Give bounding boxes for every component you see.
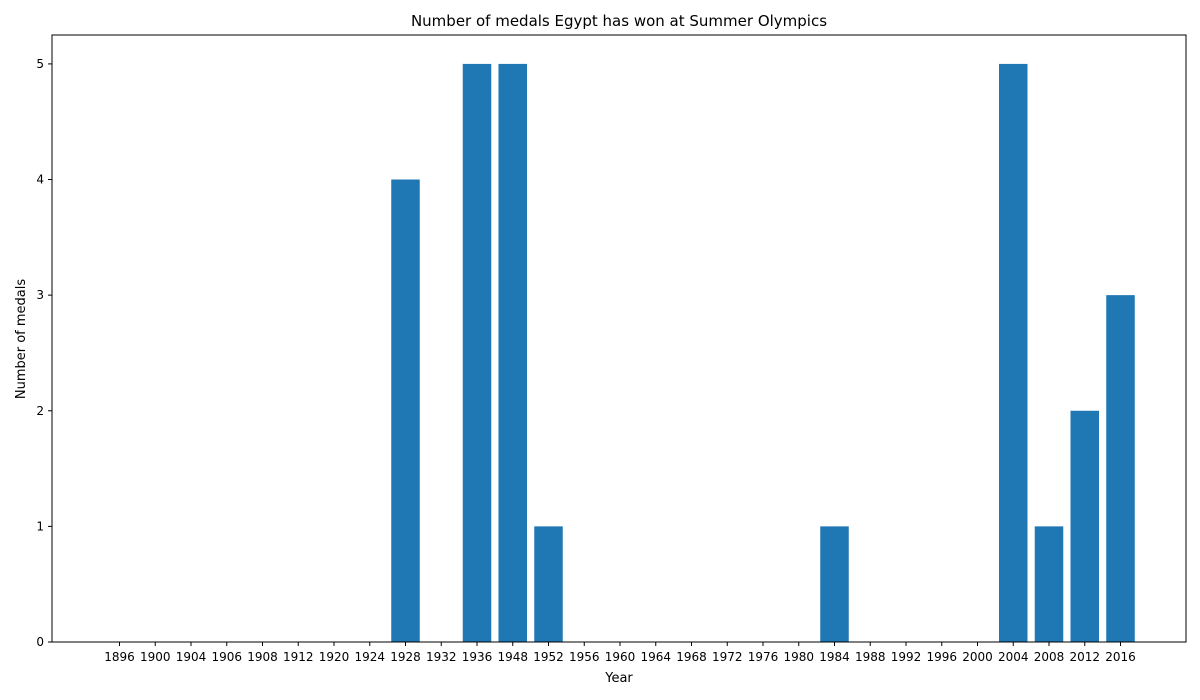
x-tick-label-1992: 1992 xyxy=(891,650,922,664)
y-tick-label-3: 3 xyxy=(36,288,44,302)
x-tick-label-1908: 1908 xyxy=(247,650,278,664)
x-tick-label-2012: 2012 xyxy=(1069,650,1100,664)
x-tick-label-2004: 2004 xyxy=(998,650,1029,664)
x-tick-label-1980: 1980 xyxy=(783,650,814,664)
x-tick-label-1928: 1928 xyxy=(390,650,421,664)
x-axis-label: Year xyxy=(604,671,633,686)
plot-frame xyxy=(51,34,1187,643)
x-tick-label-1904: 1904 xyxy=(176,650,207,664)
bar-1936 xyxy=(462,63,492,642)
bar-2016 xyxy=(1106,295,1135,642)
bar-1928 xyxy=(391,179,420,642)
x-axis: 1896 1900 1904 1906 1908 1912 1920 1924 1928 1932… xyxy=(104,642,1136,664)
x-tick-label-1906: 1906 xyxy=(211,650,242,664)
x-tick-label-1920: 1920 xyxy=(319,650,350,664)
y-tick-label-1: 1 xyxy=(36,519,44,533)
x-tick-label-2000: 2000 xyxy=(962,650,993,664)
x-tick-label-1948: 1948 xyxy=(497,650,528,664)
y-axis: 0 1 2 3 4 5 xyxy=(36,57,52,649)
y-tick-label-2: 2 xyxy=(36,404,44,418)
bar-2012 xyxy=(1070,410,1099,642)
bar-2008 xyxy=(1034,526,1064,642)
chart-title: Number of medals Egypt has won at Summer… xyxy=(411,12,827,30)
x-tick-label-1976: 1976 xyxy=(748,650,779,664)
bar-1952 xyxy=(534,526,563,642)
x-tick-label-1964: 1964 xyxy=(640,650,671,664)
x-tick-label-1896: 1896 xyxy=(104,650,135,664)
x-tick-label-1960: 1960 xyxy=(605,650,636,664)
x-tick-label-1952: 1952 xyxy=(533,650,564,664)
x-tick-label-1932: 1932 xyxy=(426,650,457,664)
y-tick-label-0: 0 xyxy=(36,635,44,649)
x-tick-label-2008: 2008 xyxy=(1034,650,1065,664)
x-tick-label-1900: 1900 xyxy=(140,650,171,664)
x-tick-label-1984: 1984 xyxy=(819,650,850,664)
x-tick-label-1972: 1972 xyxy=(712,650,743,664)
y-axis-label: Number of medals xyxy=(14,279,29,400)
x-tick-label-1912: 1912 xyxy=(283,650,314,664)
x-tick-label-1988: 1988 xyxy=(855,650,886,664)
bar-1948 xyxy=(498,63,527,642)
bar-2004 xyxy=(999,63,1028,642)
x-tick-label-1996: 1996 xyxy=(926,650,957,664)
x-tick-label-2016: 2016 xyxy=(1105,650,1136,664)
x-tick-label-1924: 1924 xyxy=(354,650,385,664)
y-tick-label-5: 5 xyxy=(36,57,44,71)
x-tick-label-1936: 1936 xyxy=(462,650,493,664)
y-tick-label-4: 4 xyxy=(36,173,44,187)
x-tick-label-1968: 1968 xyxy=(676,650,707,664)
bars-layer xyxy=(391,63,1135,642)
bar-1984 xyxy=(820,526,849,642)
x-tick-label-1956: 1956 xyxy=(569,650,600,664)
